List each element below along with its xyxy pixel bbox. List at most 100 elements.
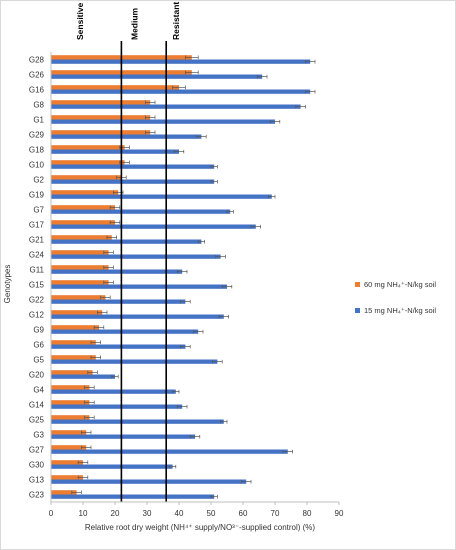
- error-bar-G3-series-1: [81, 430, 92, 435]
- error-bar-G28-series-1: [185, 55, 199, 60]
- x-tick-label: 0: [49, 509, 54, 518]
- bar-G20-series-2: [51, 374, 115, 379]
- legend-swatch: [355, 308, 360, 313]
- bar-G19-series-2: [51, 194, 272, 199]
- bar-G15-series-1: [51, 280, 109, 285]
- error-bar-G8-series-1: [145, 100, 156, 105]
- legend-label: 15 mg NH₄⁺-N/kg soil: [364, 306, 436, 315]
- error-bar-G17-series-2: [250, 224, 261, 229]
- bar-G27-series-1: [51, 445, 87, 450]
- y-tick-label: G13: [29, 476, 45, 485]
- x-tick-label: 60: [239, 509, 248, 518]
- error-bar-G23-series-1: [71, 490, 82, 495]
- bar-G22-series-1: [51, 295, 106, 300]
- x-tick-label: 40: [175, 509, 184, 518]
- error-bar-G26-series-1: [185, 70, 199, 75]
- bar-G11-series-2: [51, 269, 183, 274]
- bar-G21-series-1: [51, 235, 112, 240]
- error-bar-G15-series-2: [221, 284, 233, 289]
- y-tick-label: G20: [29, 371, 45, 380]
- bar-G3-series-2: [51, 434, 195, 439]
- error-bar-G20-series-1: [87, 370, 98, 375]
- bar-G10-series-1: [51, 160, 125, 165]
- bar-G9-series-2: [51, 329, 199, 334]
- error-bar-G27-series-2: [282, 449, 293, 454]
- error-bar-G22-series-1: [100, 295, 111, 300]
- bar-G17-series-2: [51, 224, 256, 229]
- bar-G6-series-1: [51, 340, 96, 345]
- error-bar-G12-series-1: [97, 310, 108, 315]
- error-bar-G4-series-2: [172, 389, 180, 394]
- bar-G19-series-1: [51, 190, 119, 195]
- y-tick-label: G17: [29, 221, 45, 230]
- error-bar-G14-series-2: [177, 404, 188, 409]
- bar-G1-series-2: [51, 119, 275, 124]
- bar-G5-series-2: [51, 359, 218, 364]
- error-bar-G29-series-2: [196, 134, 207, 139]
- y-tick-label: G16: [29, 86, 45, 95]
- zone-label-resistant: Resistant: [171, 2, 181, 40]
- y-tick-label: G25: [29, 416, 45, 425]
- error-bar-G24-series-2: [215, 254, 226, 259]
- y-tick-label: G18: [29, 146, 45, 155]
- y-tick-label: G9: [33, 326, 44, 335]
- error-bar-G27-series-1: [81, 445, 92, 450]
- bar-G7-series-2: [51, 209, 231, 214]
- y-tick-label: G14: [29, 401, 45, 410]
- error-bar-G3-series-2: [189, 434, 201, 439]
- bar-G7-series-1: [51, 205, 115, 210]
- error-bar-G20-series-2: [111, 374, 119, 379]
- y-tick-label: G30: [29, 461, 45, 470]
- error-bar-G11-series-1: [103, 265, 114, 270]
- error-bar-G26-series-2: [257, 74, 268, 79]
- bar-G13-series-2: [51, 479, 247, 484]
- legend-item-1: 60 mg NH₄⁺-N/kg soil: [355, 280, 436, 289]
- error-bar-G16-series-2: [305, 89, 316, 94]
- bar-G12-series-1: [51, 310, 103, 315]
- bar-G5-series-1: [51, 355, 96, 360]
- error-bar-G30-series-1: [77, 460, 89, 465]
- legend-item-2: 15 mg NH₄⁺-N/kg soil: [355, 306, 436, 315]
- error-bar-G2-series-2: [210, 179, 218, 184]
- error-bar-G13-series-2: [241, 479, 252, 484]
- y-tick-label: G23: [29, 491, 45, 500]
- error-bar-G24-series-1: [103, 250, 114, 255]
- error-bar-G1-series-1: [145, 115, 156, 120]
- x-tick-label: 70: [271, 509, 280, 518]
- error-bar-G16-series-1: [172, 85, 186, 90]
- y-tick-label: G21: [29, 236, 45, 245]
- y-tick-label: G4: [33, 386, 44, 395]
- error-bar-G1-series-2: [269, 119, 281, 124]
- y-tick-label: G10: [29, 161, 45, 170]
- bar-G13-series-1: [51, 475, 83, 480]
- x-axis-title: Relative root dry weight (NH⁴⁺ supply/NO…: [85, 523, 316, 532]
- bar-G15-series-2: [51, 284, 227, 289]
- error-bar-G25-series-1: [84, 415, 95, 420]
- x-tick-label: 80: [303, 509, 312, 518]
- bar-G29-series-1: [51, 130, 151, 135]
- bar-G2-series-1: [51, 175, 122, 180]
- bar-G18-series-1: [51, 145, 125, 150]
- bar-G3-series-1: [51, 430, 87, 435]
- x-tick-label: 20: [111, 509, 120, 518]
- bar-G23-series-1: [51, 490, 77, 495]
- y-tick-label: G11: [29, 266, 44, 275]
- error-bar-G21-series-1: [106, 235, 117, 240]
- error-bar-G7-series-1: [109, 205, 121, 210]
- y-tick-label: G22: [29, 296, 45, 305]
- error-bar-G12-series-2: [218, 314, 229, 319]
- bar-G25-series-1: [51, 415, 90, 420]
- bar-G16-series-1: [51, 85, 179, 90]
- error-bar-G30-series-2: [169, 464, 177, 469]
- legend-label: 60 mg NH₄⁺-N/kg soil: [364, 280, 436, 289]
- y-tick-label: G24: [29, 251, 45, 260]
- error-bar-G9-series-1: [93, 325, 105, 330]
- y-tick-label: G2: [33, 176, 44, 185]
- bar-G6-series-2: [51, 344, 186, 349]
- bar-G18-series-2: [51, 149, 179, 154]
- error-bar-G6-series-2: [180, 344, 191, 349]
- error-bar-G21-series-2: [197, 239, 205, 244]
- bar-G29-series-2: [51, 134, 202, 139]
